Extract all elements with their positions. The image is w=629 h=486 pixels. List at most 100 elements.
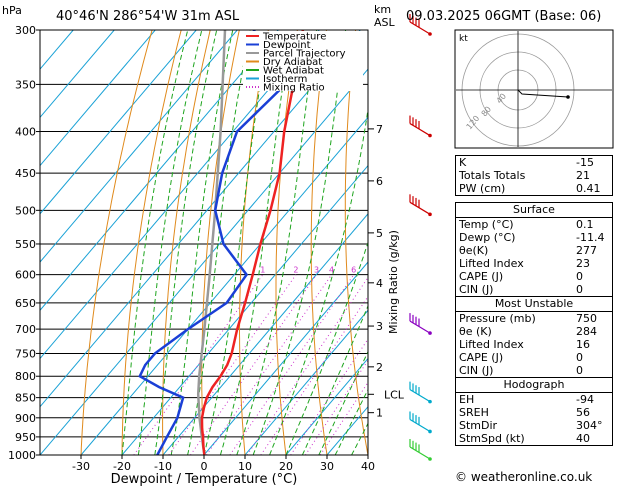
x-tick-20: 20 (279, 460, 293, 473)
isotherm--120 (40, 30, 74, 70)
x-tick-0: 0 (201, 460, 208, 473)
x-tick--30: -30 (72, 460, 90, 473)
section-most-unstable-label: Pressure (mb) (459, 312, 536, 325)
mixing-ratio-line-6 (229, 274, 355, 455)
parcel-trajectory-line (196, 30, 227, 455)
legend-label-6: Mixing Ratio (263, 83, 325, 94)
km-tick-6: 6 (376, 175, 383, 188)
pressure-tick-1000: 1000 (8, 449, 36, 462)
x-tick--10: -10 (154, 460, 172, 473)
hpa-unit-label: hPa (2, 4, 22, 17)
pressure-tick-350: 350 (15, 78, 36, 91)
section-hodograph-value: 56 (576, 406, 590, 419)
mixing-ratio-label-3: 3 (314, 266, 319, 275)
index-top-row: K -15 (456, 156, 612, 169)
section-most-unstable-row: CAPE (J) 0 (456, 351, 612, 364)
section-most-unstable-value: 284 (576, 325, 597, 338)
copyright-footer: © weatheronline.co.uk (455, 470, 593, 484)
section-surface-label: CAPE (J) (459, 270, 504, 283)
pressure-tick-800: 800 (15, 370, 36, 383)
mixing-ratio-label-20: 20 (420, 266, 430, 275)
isotherm--110 (40, 30, 115, 119)
section-most-unstable-row: Pressure (mb) 750 (456, 312, 612, 325)
isotherm--90 (40, 30, 197, 215)
index-top-value: 0.41 (576, 182, 601, 195)
isotherm--60 (40, 30, 320, 360)
x-tick-40: 40 (361, 460, 375, 473)
wind-barb-925 (409, 411, 432, 434)
section-most-unstable-label: θe (K) (459, 325, 492, 338)
wind-barb-300 (409, 14, 432, 36)
dry-adiabat--10 (162, 30, 211, 455)
pressure-tick-600: 600 (15, 269, 36, 282)
km-tick-2: 2 (376, 361, 383, 374)
section-surface-value: -11.4 (576, 231, 605, 244)
section-most-unstable-value: 0 (576, 351, 583, 364)
section-most-unstable-label: CAPE (J) (459, 351, 504, 364)
section-title: Surface (456, 203, 612, 218)
pressure-tick-300: 300 (15, 24, 36, 37)
section-hodograph-row: EH -94 (456, 393, 612, 406)
legend-label-5: Isotherm (263, 74, 307, 85)
isotherm--100 (40, 30, 156, 167)
dry-adiabat--30 (80, 30, 153, 455)
km-tick-5: 5 (376, 227, 383, 240)
section-surface-value: 277 (576, 244, 597, 257)
dry-adiabat-40 (344, 30, 368, 455)
section-most-unstable-row: θe (K) 284 (456, 325, 612, 338)
section-surface-row: Dewp (°C) -11.4 (456, 231, 612, 244)
x-tick-10: 10 (238, 460, 252, 473)
wind-barb-850 (409, 381, 432, 404)
wet-adiabat-32 (334, 388, 368, 455)
legend-label-1: Dewpoint (263, 40, 311, 51)
index-top-label: K (459, 156, 467, 169)
section-surface-label: Lifted Index (459, 257, 524, 270)
mixing-ratio-line-2 (168, 274, 297, 455)
index-top-value: -15 (576, 156, 594, 169)
hodograph-trace (517, 89, 569, 98)
section-surface-value: 0.1 (576, 218, 594, 231)
section-hodograph-label: SREH (459, 406, 489, 419)
isotherm--40 (40, 68, 368, 455)
indices-sections-table: Surface Temp (°C) 0.1 Dewp (°C) -11.4 θe(K) 27… (455, 202, 613, 446)
mixing-ratio-line-3 (190, 274, 317, 455)
index-top-row: Totals Totals 21 (456, 169, 612, 182)
wet-adiabat--16 (137, 30, 203, 455)
hodograph-unit-label: kt (459, 34, 468, 44)
datetime-title: 09.03.2025 06GMT (Base: 06) (406, 9, 601, 24)
wet-adiabat-8 (236, 30, 318, 455)
isotherm--10 (162, 213, 368, 455)
asl-unit-label: ASL (374, 16, 396, 29)
section-title: Most Unstable (456, 297, 612, 312)
pressure-tick-950: 950 (15, 431, 36, 444)
section-hodograph-value: 40 (576, 432, 590, 445)
legend-label-2: Parcel Trajectory (263, 49, 346, 60)
wind-barb-700 (409, 313, 432, 335)
x-tick-30: 30 (320, 460, 334, 473)
pressure-tick-650: 650 (15, 297, 36, 310)
pressure-tick-500: 500 (15, 204, 36, 217)
indices-top-table: K -15 Totals Totals 21 PW (cm) 0.41 (455, 155, 613, 196)
section-surface-row: θe(K) 277 (456, 244, 612, 257)
wind-barb-400 (409, 115, 432, 138)
km-tick-1: 1 (376, 407, 383, 420)
section-most-unstable-value: 750 (576, 312, 597, 325)
section-surface-label: Temp (°C) (459, 218, 514, 231)
wet-adiabat--20 (121, 30, 189, 455)
hodograph-end-point (566, 95, 570, 99)
km-tick-4: 4 (376, 277, 383, 290)
section-surface-label: θe(K) (459, 244, 489, 257)
section-surface-value: 0 (576, 283, 583, 296)
section-hodograph-label: StmSpd (kt) (459, 432, 525, 445)
section-surface-value: 0 (576, 270, 583, 283)
section-hodograph-row: StmSpd (kt) 40 (456, 432, 612, 445)
mixing-ratio-axis-label: Mixing Ratio (g/kg) (387, 230, 400, 334)
section-most-unstable: Most Unstable Pressure (mb) 750 θe (K) 284 Li… (456, 297, 612, 378)
pressure-tick-750: 750 (15, 347, 36, 360)
section-hodograph-label: StmDir (459, 419, 498, 432)
section-surface-row: CAPE (J) 0 (456, 270, 612, 283)
section-surface-value: 23 (576, 257, 590, 270)
wet-adiabat-0 (203, 30, 271, 455)
x-axis-label: Dewpoint / Temperature (°C) (111, 472, 298, 486)
